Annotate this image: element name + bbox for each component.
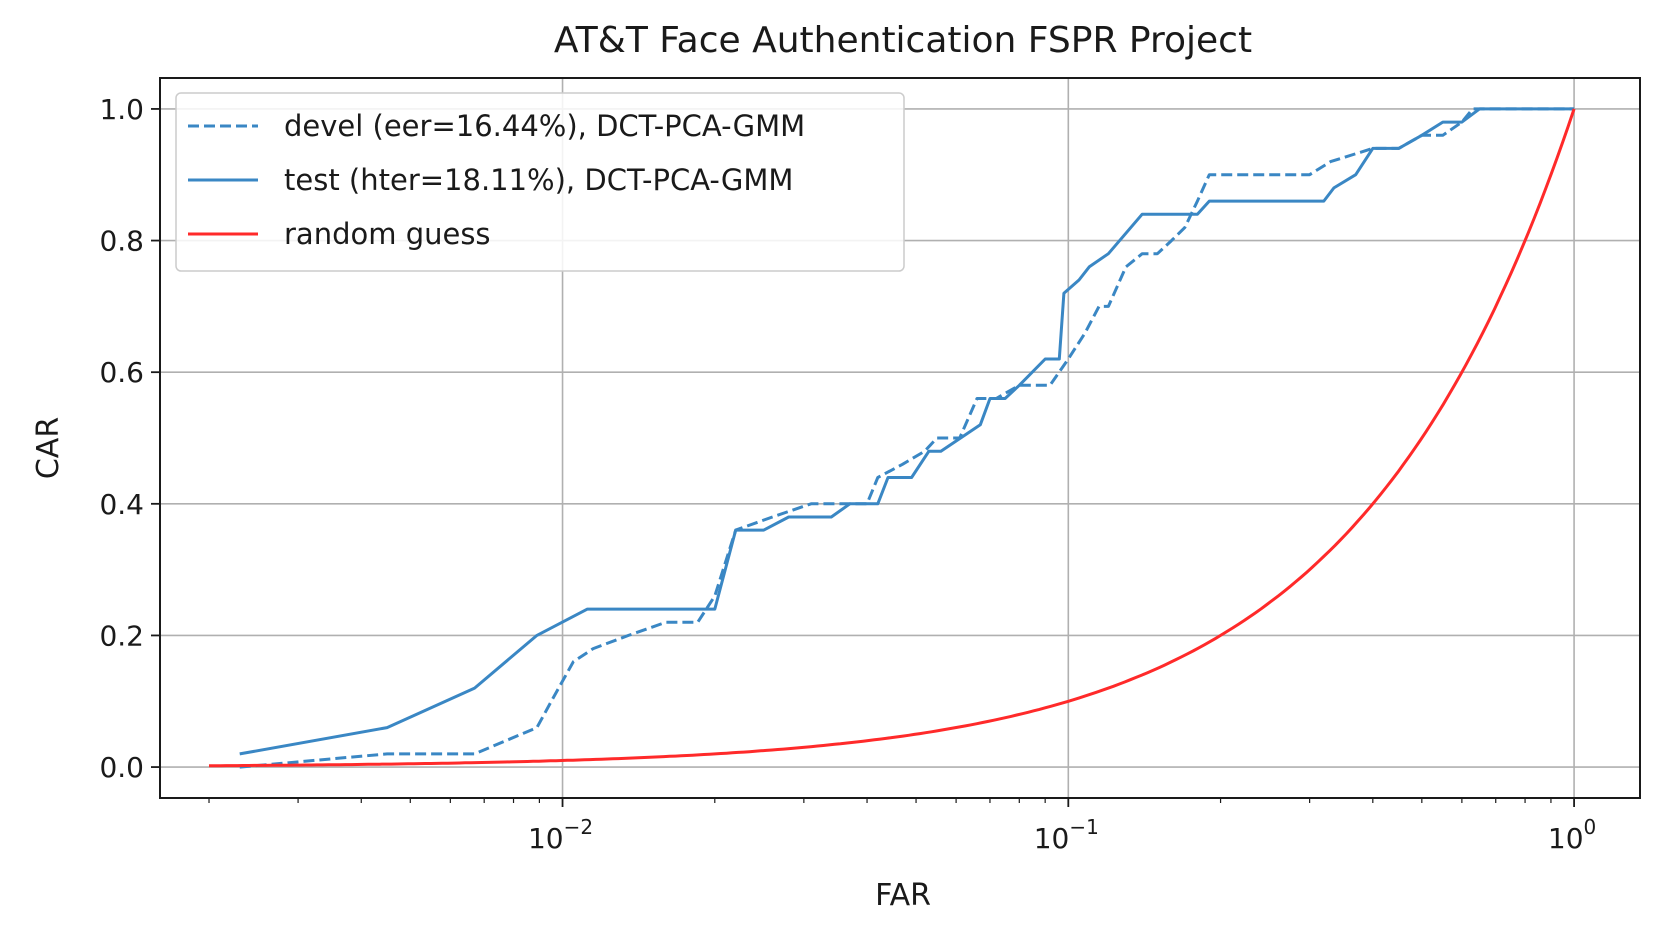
y-axis-label: CAR xyxy=(31,417,66,479)
plot-frame xyxy=(159,77,1641,799)
legend: devel (eer=16.44%), DCT-PCA-GMM test (hte… xyxy=(175,92,905,272)
series-layer xyxy=(208,107,1576,769)
legend-label: test (hter=18.11%), DCT-PCA-GMM xyxy=(284,163,793,197)
legend-box xyxy=(175,92,905,272)
y-tick-label: 0.0 xyxy=(99,751,144,784)
x-axis: 10−2 10−1 100 xyxy=(208,798,1596,855)
series-line xyxy=(208,108,1576,768)
x-tick-label: 100 xyxy=(1548,815,1596,855)
x-axis-label: FAR xyxy=(875,878,931,913)
y-tick-label: 0.6 xyxy=(99,356,144,389)
y-tick-label: 1.0 xyxy=(99,93,144,126)
y-axis: 0.0 0.2 0.4 0.6 0.8 1.0 xyxy=(99,93,160,784)
x-tick-label: 10−1 xyxy=(1034,815,1099,855)
legend-label: random guess xyxy=(284,217,491,251)
y-tick-label: 0.2 xyxy=(99,619,144,652)
x-tick-label: 10−2 xyxy=(528,815,593,855)
y-tick-label: 0.4 xyxy=(99,488,144,521)
legend-label: devel (eer=16.44%), DCT-PCA-GMM xyxy=(284,109,805,143)
series-line xyxy=(239,107,1575,756)
chart-title: AT&T Face Authentication FSPR Project xyxy=(554,20,1252,61)
y-tick-label: 0.8 xyxy=(99,225,144,258)
